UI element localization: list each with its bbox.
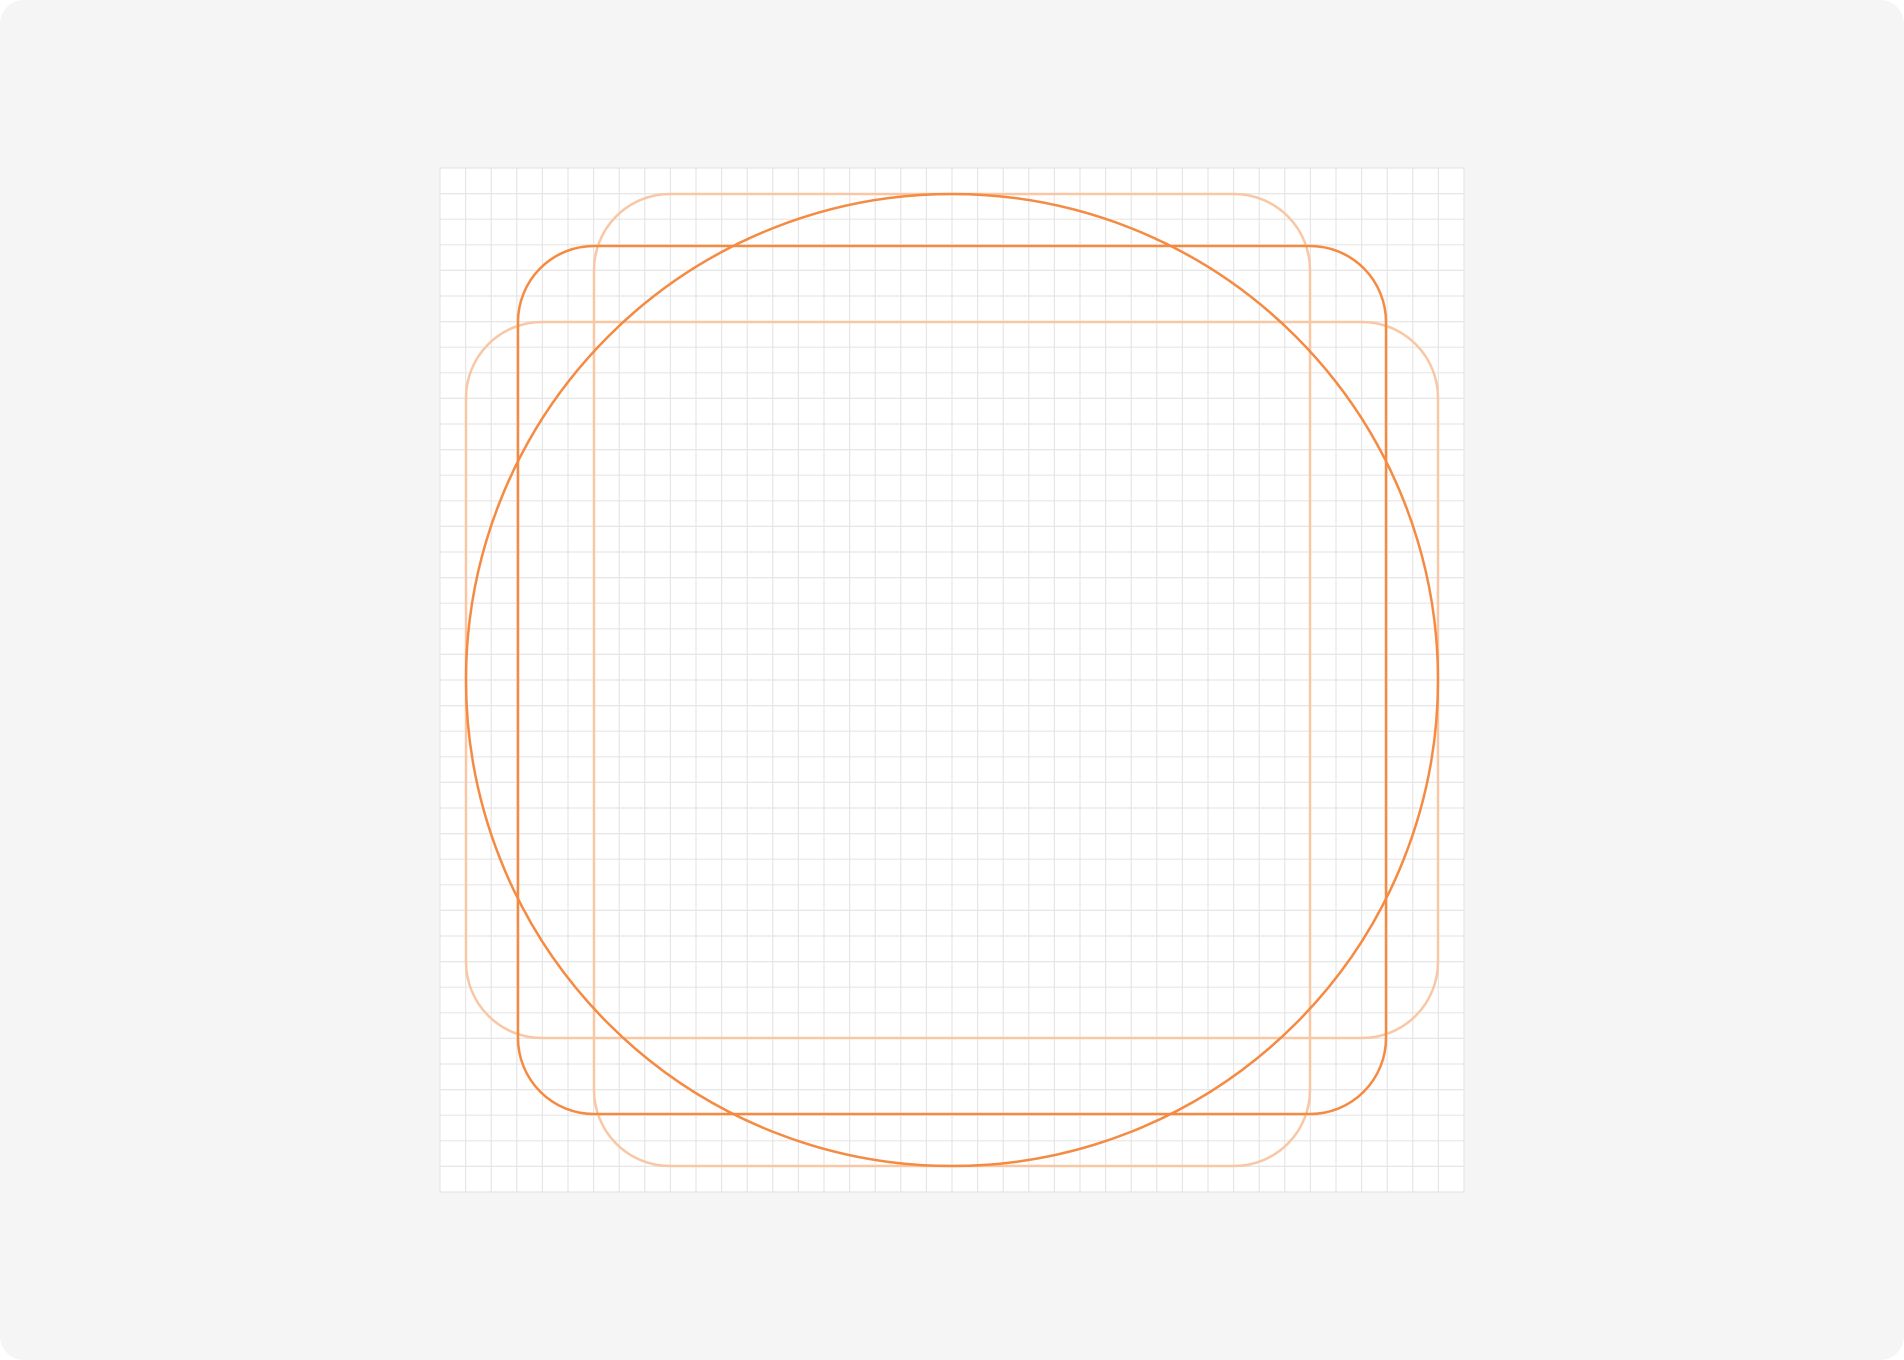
circle-keyline bbox=[464, 192, 1440, 1168]
square-keyline bbox=[516, 244, 1388, 1116]
